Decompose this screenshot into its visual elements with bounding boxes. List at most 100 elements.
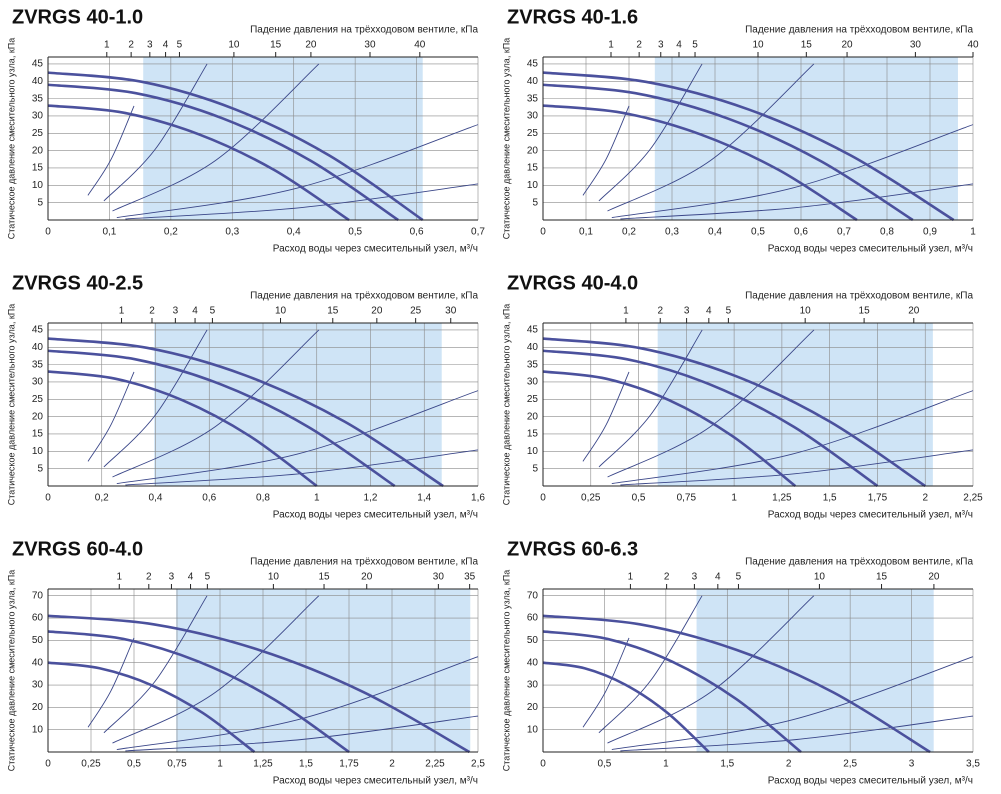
x2-tick-label: 30 <box>364 40 376 51</box>
x-tick-label: 0,5 <box>127 759 141 770</box>
x2-tick-label: 15 <box>270 40 282 51</box>
system-curve <box>103 63 208 202</box>
y-tick-label: 30 <box>32 377 44 388</box>
x-tick-label: 1,4 <box>417 493 431 504</box>
y-tick-label: 30 <box>32 680 44 691</box>
x-tick-label: 0,4 <box>149 493 163 504</box>
pump-curve <box>47 337 444 488</box>
system-curve <box>620 449 974 486</box>
x2-tick-label: 2 <box>636 40 642 51</box>
x-tick-label: 0,9 <box>923 227 937 238</box>
pump-curve <box>542 104 858 222</box>
x2-tick-label: 3 <box>684 306 690 317</box>
x2-tick-label: 35 <box>464 572 476 583</box>
x2-tick-label: 10 <box>800 306 812 317</box>
x-tick-label: 0,6 <box>410 227 424 238</box>
x-tick-label: 1,2 <box>364 493 378 504</box>
x-tick-label: 0,4 <box>287 227 301 238</box>
operating-range <box>143 57 423 220</box>
x-tick-label: 0,6 <box>794 227 808 238</box>
pump-curve <box>47 661 256 754</box>
x2-tick-label: 20 <box>361 572 373 583</box>
x2-tick-label: 25 <box>410 306 422 317</box>
x2-tick-label: 5 <box>692 40 698 51</box>
x-tick-label: 0,5 <box>597 759 611 770</box>
x-tick-label: 0,2 <box>164 227 178 238</box>
x2-tick-label: 4 <box>706 306 712 317</box>
system-curve <box>611 656 974 750</box>
x2-axis-label: Падение давления на трёхходовом вентиле,… <box>745 25 973 36</box>
y-tick-label: 20 <box>527 411 539 422</box>
x-tick-label: 0,75 <box>167 759 187 770</box>
y-tick-label: 30 <box>527 377 539 388</box>
y-tick-label: 60 <box>527 613 539 624</box>
x2-tick-label: 20 <box>928 572 940 583</box>
chart-panel: ZVRGS 60-6.3 Падение давления на трёхходо… <box>501 538 980 786</box>
x-tick-label: 0 <box>45 227 51 238</box>
x2-tick-label: 1 <box>116 572 122 583</box>
pump-curve <box>542 337 926 488</box>
x-tick-label: 1,75 <box>339 759 359 770</box>
pump-curve <box>542 83 914 222</box>
system-curve <box>607 63 815 212</box>
x2-tick-label: 3 <box>169 572 175 583</box>
system-curve <box>620 183 974 220</box>
system-curve <box>112 63 320 212</box>
x2-tick-label: 10 <box>814 572 826 583</box>
x2-tick-label: 20 <box>908 306 920 317</box>
y-tick-label: 45 <box>32 59 44 70</box>
system-curve <box>112 329 320 478</box>
x-tick-label: 1 <box>314 493 320 504</box>
y-tick-label: 40 <box>527 657 539 668</box>
y-tick-label: 45 <box>32 325 44 336</box>
operating-range <box>696 589 934 752</box>
x-tick-label: 0,6 <box>202 493 216 504</box>
pump-curve <box>542 661 710 753</box>
y-axis-label: Статическое давление смесительного узла,… <box>6 570 16 771</box>
x-tick-label: 0,7 <box>837 227 851 238</box>
system-curve <box>598 595 703 734</box>
chart-title: ZVRGS 40-1.6 <box>507 6 638 28</box>
pump-curve <box>47 104 350 222</box>
chart-panel: ZVRGS 40-1.0 Падение давления на трёхходо… <box>6 6 485 254</box>
y-tick-label: 30 <box>527 111 539 122</box>
x2-axis-label: Падение давления на трёхходовом вентиле,… <box>250 557 478 568</box>
x2-tick-label: 3 <box>147 40 153 51</box>
x2-tick-label: 5 <box>736 572 742 583</box>
system-curve <box>582 637 630 728</box>
system-curve <box>116 124 479 219</box>
pump-curve <box>542 630 802 754</box>
x2-tick-label: 20 <box>305 40 317 51</box>
y-tick-label: 25 <box>32 394 44 405</box>
y-tick-label: 25 <box>527 394 539 405</box>
x2-axis-label: Падение давления на трёхходовом вентиле,… <box>745 291 973 302</box>
system-curve <box>87 371 135 462</box>
x2-tick-label: 15 <box>859 306 871 317</box>
x-axis-label: Расход воды через смесительный узел, м³/… <box>273 510 478 521</box>
system-curve <box>125 715 479 752</box>
y-tick-label: 35 <box>527 93 539 104</box>
x-tick-label: 0,8 <box>880 227 894 238</box>
operating-range <box>654 57 958 220</box>
y-tick-label: 25 <box>527 128 539 139</box>
y-tick-label: 25 <box>32 128 44 139</box>
x-tick-label: 0,7 <box>471 227 485 238</box>
y-tick-label: 5 <box>37 197 43 208</box>
x-tick-label: 0,1 <box>579 227 593 238</box>
y-tick-label: 30 <box>527 680 539 691</box>
chart-title: ZVRGS 60-6.3 <box>507 538 638 560</box>
x2-tick-label: 1 <box>119 306 125 317</box>
x-tick-label: 2,25 <box>963 493 983 504</box>
y-tick-label: 40 <box>32 657 44 668</box>
x2-tick-label: 10 <box>228 40 240 51</box>
system-curve <box>116 656 479 750</box>
y-tick-label: 15 <box>32 163 44 174</box>
chart-panel: ZVRGS 40-2.5 Падение давления на трёхходо… <box>6 272 485 520</box>
y-axis-label: Статическое давление смесительного узла,… <box>6 38 16 239</box>
x2-tick-label: 20 <box>841 40 853 51</box>
x2-tick-label: 20 <box>371 306 383 317</box>
y-tick-label: 35 <box>32 93 44 104</box>
x-tick-label: 0,25 <box>581 493 601 504</box>
chart-title: ZVRGS 60-4.0 <box>12 538 143 560</box>
